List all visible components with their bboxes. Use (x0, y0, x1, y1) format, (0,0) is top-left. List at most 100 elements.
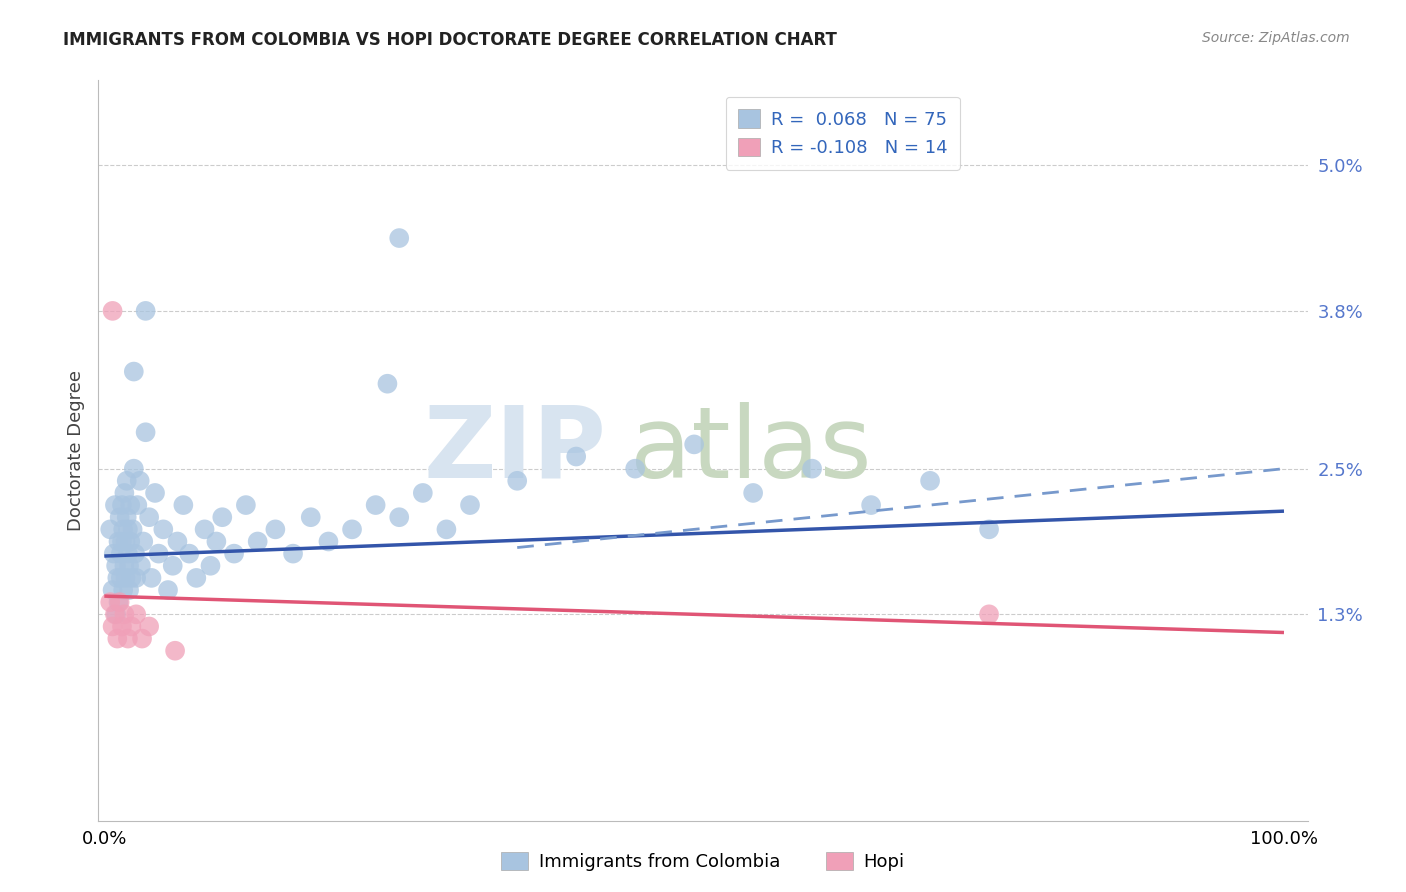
Point (98, 595, 121, 609)
Point (281, 547, 304, 561)
Point (179, 547, 201, 561)
Point (143, 486, 166, 500)
Point (205, 534, 228, 549)
Point (121, 522, 143, 536)
Point (211, 510, 233, 524)
Point (112, 558, 135, 573)
Point (105, 558, 128, 573)
Point (235, 498, 257, 512)
Point (98, 522, 121, 536)
Point (436, 522, 458, 536)
Point (125, 607, 148, 622)
Point (103, 547, 125, 561)
Legend: R =  0.068   N = 75, R = -0.108   N = 14: R = 0.068 N = 75, R = -0.108 N = 14 (725, 96, 960, 169)
Point (127, 498, 149, 512)
Point (977, 522, 1000, 536)
Point (108, 595, 131, 609)
Point (135, 304, 157, 318)
Point (122, 461, 145, 475)
Point (624, 461, 647, 475)
Point (166, 534, 188, 549)
Point (135, 425, 157, 440)
Point (101, 304, 124, 318)
Point (264, 522, 287, 536)
Point (565, 450, 588, 464)
Point (108, 510, 131, 524)
Point (162, 558, 184, 573)
Point (101, 582, 124, 597)
Point (112, 607, 135, 622)
Point (114, 571, 136, 585)
Point (388, 231, 411, 245)
Point (122, 365, 145, 379)
Point (742, 486, 765, 500)
Point (112, 582, 135, 597)
Point (683, 437, 706, 451)
Point (340, 522, 363, 536)
Text: ZIP: ZIP (423, 402, 606, 499)
Point (101, 619, 124, 633)
Point (124, 547, 146, 561)
Text: IMMIGRANTS FROM COLOMBIA VS HOPI DOCTORATE DEGREE CORRELATION CHART: IMMIGRANTS FROM COLOMBIA VS HOPI DOCTORA… (63, 31, 837, 49)
Point (128, 474, 150, 488)
Point (157, 582, 180, 597)
Point (120, 498, 142, 512)
Point (458, 498, 481, 512)
Point (105, 607, 128, 622)
Point (117, 522, 139, 536)
Point (112, 522, 135, 536)
Text: Source: ZipAtlas.com: Source: ZipAtlas.com (1202, 31, 1350, 45)
Point (131, 632, 153, 646)
Point (132, 534, 155, 549)
Point (115, 510, 138, 524)
Point (110, 547, 132, 561)
Point (200, 558, 222, 573)
Point (111, 534, 134, 549)
Point (138, 510, 160, 524)
Point (141, 571, 163, 585)
Point (246, 534, 269, 549)
Point (118, 558, 141, 573)
Text: atlas: atlas (630, 402, 872, 499)
Point (299, 510, 322, 524)
Point (117, 547, 139, 561)
Point (801, 461, 824, 475)
Point (107, 534, 129, 549)
Point (860, 498, 883, 512)
Point (115, 474, 138, 488)
Point (412, 486, 434, 500)
Point (120, 534, 142, 549)
Point (186, 571, 208, 585)
Point (105, 571, 128, 585)
Y-axis label: Doctorate Degree: Doctorate Degree (66, 370, 84, 531)
Point (506, 474, 529, 488)
Point (125, 571, 148, 585)
Point (111, 498, 134, 512)
Point (920, 474, 942, 488)
Point (138, 619, 160, 633)
Point (194, 522, 217, 536)
Point (172, 498, 194, 512)
Point (129, 558, 152, 573)
Point (118, 582, 141, 597)
Point (117, 632, 139, 646)
Point (377, 376, 399, 391)
Point (111, 619, 134, 633)
Point (112, 486, 135, 500)
Point (364, 498, 387, 512)
Point (114, 534, 136, 549)
Point (148, 547, 170, 561)
Point (107, 595, 129, 609)
Point (110, 571, 132, 585)
Point (388, 510, 411, 524)
Point (120, 619, 142, 633)
Point (104, 607, 127, 622)
Point (318, 534, 340, 549)
Point (120, 571, 142, 585)
Point (104, 498, 127, 512)
Point (152, 522, 174, 536)
Point (105, 632, 128, 646)
Legend: Immigrants from Colombia, Hopi: Immigrants from Colombia, Hopi (494, 845, 912, 879)
Point (977, 607, 1000, 622)
Point (222, 547, 245, 561)
